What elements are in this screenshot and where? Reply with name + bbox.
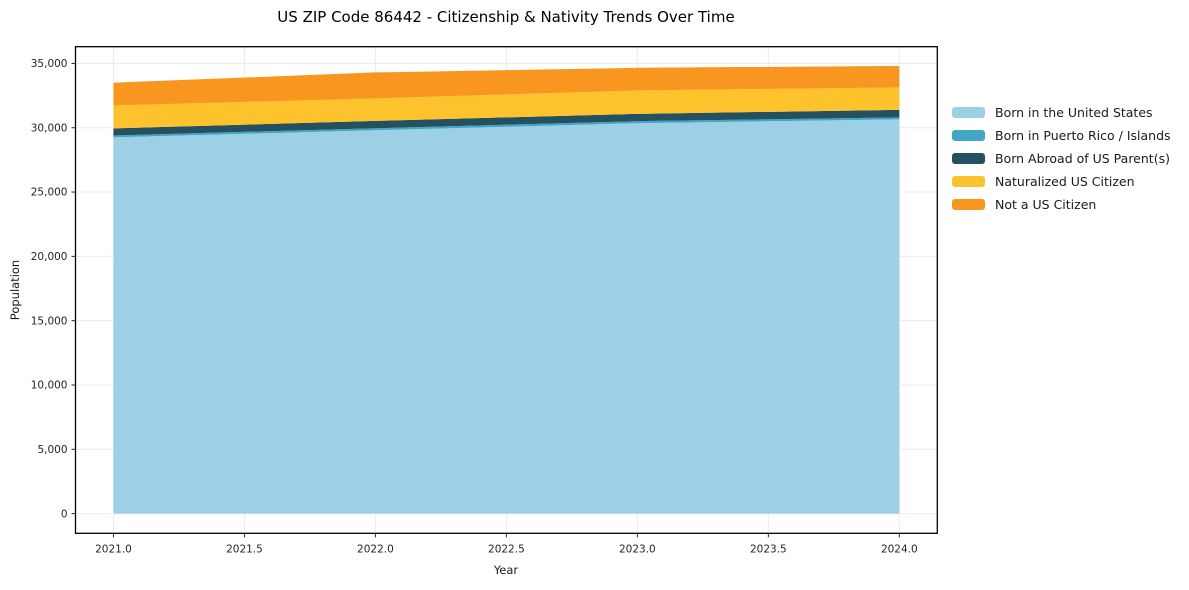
legend-item: Not a US Citizen bbox=[952, 197, 1171, 212]
legend-swatch-not-citizen bbox=[952, 199, 985, 210]
area-not-a-us-citizen bbox=[113, 65, 900, 106]
y-tick-label: 10,000 bbox=[31, 380, 68, 392]
legend-swatch-born-us bbox=[952, 107, 985, 118]
y-tick-label: 20,000 bbox=[31, 251, 68, 263]
legend-item: Born in the United States bbox=[952, 105, 1171, 120]
y-tick-label: 0 bbox=[61, 508, 68, 520]
legend-item: Born Abroad of US Parent(s) bbox=[952, 151, 1171, 166]
legend-label-born-us: Born in the United States bbox=[995, 105, 1153, 120]
x-tick-label: 2023.0 bbox=[619, 543, 656, 555]
legend-swatch-born-pr bbox=[952, 130, 985, 141]
x-tick-label: 2024.0 bbox=[881, 543, 918, 555]
chart-title: US ZIP Code 86442 - Citizenship & Nativi… bbox=[277, 8, 735, 26]
legend: Born in the United States Born in Puerto… bbox=[952, 105, 1171, 221]
y-tick-label: 25,000 bbox=[31, 187, 68, 199]
legend-label-not-citizen: Not a US Citizen bbox=[995, 197, 1097, 212]
area-naturalized-us-citizen bbox=[113, 87, 900, 129]
x-tick-label: 2022.0 bbox=[357, 543, 394, 555]
y-tick-label: 30,000 bbox=[31, 122, 68, 134]
legend-swatch-naturalized bbox=[952, 176, 985, 187]
legend-swatch-born-abroad bbox=[952, 153, 985, 164]
area-born-abroad-of-us-parent-s bbox=[113, 109, 900, 136]
y-axis-label: Population bbox=[8, 259, 22, 321]
x-tick-label: 2022.5 bbox=[488, 543, 525, 555]
x-tick-label: 2021.0 bbox=[95, 543, 132, 555]
legend-item: Born in Puerto Rico / Islands bbox=[952, 128, 1171, 143]
legend-item: Naturalized US Citizen bbox=[952, 174, 1171, 189]
y-tick-label: 5,000 bbox=[37, 444, 67, 456]
area-born-in-the-united-states bbox=[113, 119, 900, 514]
y-tick-label: 35,000 bbox=[31, 58, 68, 70]
x-tick-label: 2021.5 bbox=[226, 543, 263, 555]
x-axis-label: Year bbox=[493, 563, 519, 577]
y-tick-label: 15,000 bbox=[31, 315, 68, 327]
x-tick-label: 2023.5 bbox=[750, 543, 787, 555]
legend-label-naturalized: Naturalized US Citizen bbox=[995, 174, 1135, 189]
legend-label-born-pr: Born in Puerto Rico / Islands bbox=[995, 128, 1171, 143]
legend-label-born-abroad: Born Abroad of US Parent(s) bbox=[995, 151, 1170, 166]
area-born-in-puerto-rico-islands bbox=[113, 117, 900, 138]
